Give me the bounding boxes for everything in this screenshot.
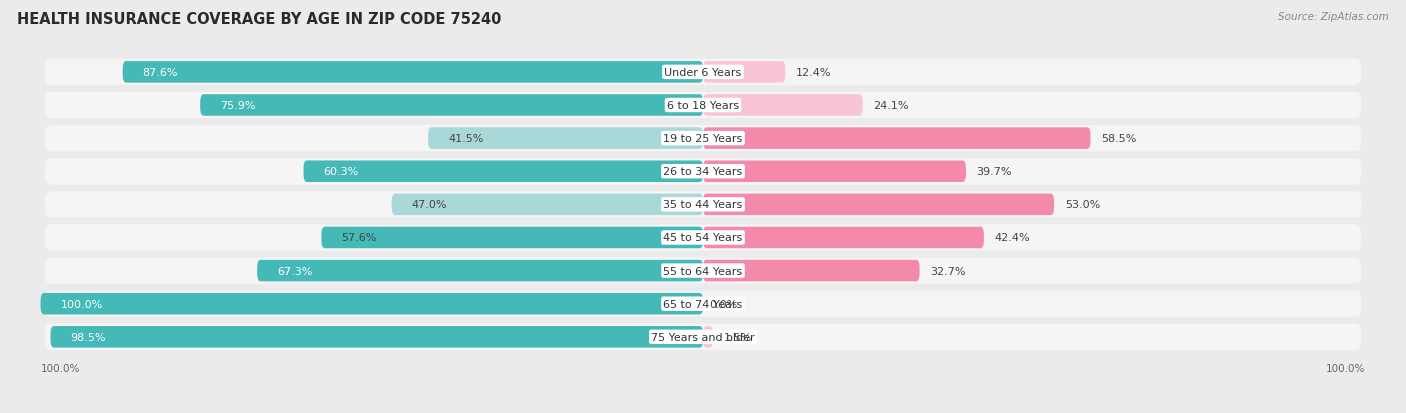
Text: 19 to 25 Years: 19 to 25 Years (664, 134, 742, 144)
FancyBboxPatch shape (322, 227, 703, 249)
FancyBboxPatch shape (427, 128, 703, 150)
Text: 42.4%: 42.4% (994, 233, 1031, 243)
FancyBboxPatch shape (45, 258, 1361, 284)
FancyBboxPatch shape (703, 161, 966, 183)
FancyBboxPatch shape (200, 95, 703, 116)
FancyBboxPatch shape (703, 326, 713, 348)
Text: 60.3%: 60.3% (323, 167, 359, 177)
FancyBboxPatch shape (45, 59, 1361, 86)
Text: Source: ZipAtlas.com: Source: ZipAtlas.com (1278, 12, 1389, 22)
Text: 65 to 74 Years: 65 to 74 Years (664, 299, 742, 309)
Text: 1.5%: 1.5% (724, 332, 752, 342)
Text: 47.0%: 47.0% (412, 200, 447, 210)
Text: HEALTH INSURANCE COVERAGE BY AGE IN ZIP CODE 75240: HEALTH INSURANCE COVERAGE BY AGE IN ZIP … (17, 12, 502, 27)
Text: 12.4%: 12.4% (796, 68, 831, 78)
FancyBboxPatch shape (45, 225, 1361, 251)
Text: 41.5%: 41.5% (449, 134, 484, 144)
FancyBboxPatch shape (45, 291, 1361, 317)
Text: 75 Years and older: 75 Years and older (651, 332, 755, 342)
FancyBboxPatch shape (703, 62, 785, 83)
FancyBboxPatch shape (51, 326, 703, 348)
Text: Under 6 Years: Under 6 Years (665, 68, 741, 78)
FancyBboxPatch shape (45, 159, 1361, 185)
FancyBboxPatch shape (122, 62, 703, 83)
FancyBboxPatch shape (304, 161, 703, 183)
FancyBboxPatch shape (45, 192, 1361, 218)
FancyBboxPatch shape (45, 324, 1361, 350)
FancyBboxPatch shape (703, 194, 1054, 216)
Text: 100.0%: 100.0% (60, 299, 103, 309)
Text: 39.7%: 39.7% (977, 167, 1012, 177)
FancyBboxPatch shape (703, 260, 920, 282)
Text: 100.0%: 100.0% (41, 363, 80, 373)
Text: 32.7%: 32.7% (931, 266, 966, 276)
Text: 58.5%: 58.5% (1101, 134, 1136, 144)
Text: 26 to 34 Years: 26 to 34 Years (664, 167, 742, 177)
Text: 0.0%: 0.0% (710, 299, 738, 309)
FancyBboxPatch shape (257, 260, 703, 282)
Text: 75.9%: 75.9% (221, 101, 256, 111)
Text: 57.6%: 57.6% (342, 233, 377, 243)
Text: 24.1%: 24.1% (873, 101, 908, 111)
Text: 87.6%: 87.6% (142, 68, 179, 78)
FancyBboxPatch shape (45, 93, 1361, 119)
FancyBboxPatch shape (703, 95, 863, 116)
Text: 55 to 64 Years: 55 to 64 Years (664, 266, 742, 276)
FancyBboxPatch shape (41, 293, 703, 315)
Text: 100.0%: 100.0% (1326, 363, 1365, 373)
Text: 35 to 44 Years: 35 to 44 Years (664, 200, 742, 210)
FancyBboxPatch shape (703, 128, 1091, 150)
FancyBboxPatch shape (392, 194, 703, 216)
Text: 53.0%: 53.0% (1064, 200, 1099, 210)
Text: 98.5%: 98.5% (70, 332, 105, 342)
Text: 45 to 54 Years: 45 to 54 Years (664, 233, 742, 243)
Text: 6 to 18 Years: 6 to 18 Years (666, 101, 740, 111)
Text: 67.3%: 67.3% (277, 266, 312, 276)
FancyBboxPatch shape (703, 227, 984, 249)
FancyBboxPatch shape (45, 126, 1361, 152)
